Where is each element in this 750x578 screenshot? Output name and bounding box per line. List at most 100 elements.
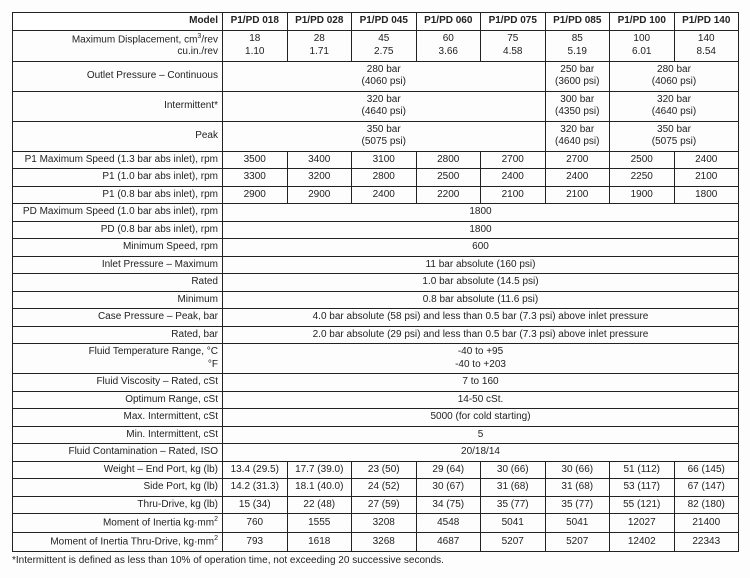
cell: 35 (77) bbox=[545, 496, 610, 514]
cell: 29 (64) bbox=[416, 461, 481, 479]
cell: 320 bar(4640 psi) bbox=[545, 121, 610, 151]
model-col: P1/PD 060 bbox=[416, 13, 481, 31]
cell: 4.0 bar absolute (58 psi) and less than … bbox=[223, 309, 739, 327]
row-visc-opt: Optimum Range, cSt 14-50 cSt. bbox=[13, 391, 739, 409]
row-contam: Fluid Contamination – Rated, ISO 20/18/1… bbox=[13, 444, 739, 462]
cell: 0.8 bar absolute (11.6 psi) bbox=[223, 291, 739, 309]
cell: 2400 bbox=[352, 186, 417, 204]
row-p1-13: P1 Maximum Speed (1.3 bar abs inlet), rp… bbox=[13, 151, 739, 169]
model-col: P1/PD 100 bbox=[610, 13, 675, 31]
cell: 53 (117) bbox=[610, 479, 675, 497]
row-visc-max: Max. Intermittent, cSt 5000 (for cold st… bbox=[13, 409, 739, 427]
cell: 1900 bbox=[610, 186, 675, 204]
cell: 2700 bbox=[545, 151, 610, 169]
cell: 754.58 bbox=[481, 30, 546, 61]
cell: 300 bar(4350 psi) bbox=[545, 91, 610, 121]
cell: 5207 bbox=[481, 533, 546, 552]
cell: 14-50 cSt. bbox=[223, 391, 739, 409]
cell: 2800 bbox=[352, 169, 417, 187]
row-label: Intermittent* bbox=[13, 91, 223, 121]
footnote: *Intermittent is defined as less than 10… bbox=[12, 555, 738, 566]
row-label: Moment of Inertia kg·mm2 bbox=[13, 514, 223, 533]
cell: 12027 bbox=[610, 514, 675, 533]
row-label: Inlet Pressure – Maximum bbox=[13, 256, 223, 274]
row-label: P1 Maximum Speed (1.3 bar abs inlet), rp… bbox=[13, 151, 223, 169]
cell: 793 bbox=[223, 533, 288, 552]
cell: 4548 bbox=[416, 514, 481, 533]
row-label: Maximum Displacement, cm3/revcu.in./rev bbox=[13, 30, 223, 61]
row-label: Minimum Speed, rpm bbox=[13, 239, 223, 257]
model-col: P1/PD 018 bbox=[223, 13, 288, 31]
row-weight-side: Side Port, kg (lb) 14.2 (31.3) 18.1 (40.… bbox=[13, 479, 739, 497]
cell: 320 bar(4640 psi) bbox=[223, 91, 546, 121]
cell: 2400 bbox=[674, 151, 739, 169]
cell: 66 (145) bbox=[674, 461, 739, 479]
row-label: Weight – End Port, kg (lb) bbox=[13, 461, 223, 479]
model-col: P1/PD 140 bbox=[674, 13, 739, 31]
row-label: Thru-Drive, kg (lb) bbox=[13, 496, 223, 514]
cell: 82 (180) bbox=[674, 496, 739, 514]
cell: 2900 bbox=[223, 186, 288, 204]
model-col: P1/PD 085 bbox=[545, 13, 610, 31]
cell: 4687 bbox=[416, 533, 481, 552]
cell: 1618 bbox=[287, 533, 352, 552]
row-label: Outlet Pressure – Continuous bbox=[13, 61, 223, 91]
cell: 760 bbox=[223, 514, 288, 533]
row-outlet-continuous: Outlet Pressure – Continuous 280 bar(406… bbox=[13, 61, 739, 91]
cell: 1555 bbox=[287, 514, 352, 533]
row-weight-thru: Thru-Drive, kg (lb) 15 (34) 22 (48) 27 (… bbox=[13, 496, 739, 514]
cell: 3208 bbox=[352, 514, 417, 533]
row-label: Rated, bar bbox=[13, 326, 223, 344]
cell: 250 bar(3600 psi) bbox=[545, 61, 610, 91]
cell: 2200 bbox=[416, 186, 481, 204]
cell: 181.10 bbox=[223, 30, 288, 61]
cell: 14.2 (31.3) bbox=[223, 479, 288, 497]
cell: 5000 (for cold starting) bbox=[223, 409, 739, 427]
cell: 2100 bbox=[545, 186, 610, 204]
cell: 2700 bbox=[481, 151, 546, 169]
row-label: Rated bbox=[13, 274, 223, 292]
cell: 5041 bbox=[481, 514, 546, 533]
cell: 350 bar(5075 psi) bbox=[223, 121, 546, 151]
cell: 55 (121) bbox=[610, 496, 675, 514]
cell: 2100 bbox=[481, 186, 546, 204]
cell: 2500 bbox=[610, 151, 675, 169]
cell: 27 (59) bbox=[352, 496, 417, 514]
row-pd-08: PD (0.8 bar abs inlet), rpm 1800 bbox=[13, 221, 739, 239]
row-visc-rated: Fluid Viscosity – Rated, cSt 7 to 160 bbox=[13, 374, 739, 392]
cell: 3200 bbox=[287, 169, 352, 187]
row-p1-08: P1 (0.8 bar abs inlet), rpm 2900 2900 24… bbox=[13, 186, 739, 204]
cell: 855.19 bbox=[545, 30, 610, 61]
cell: 2.0 bar absolute (29 psi) and less than … bbox=[223, 326, 739, 344]
row-weight-end: Weight – End Port, kg (lb) 13.4 (29.5) 1… bbox=[13, 461, 739, 479]
row-label: Side Port, kg (lb) bbox=[13, 479, 223, 497]
row-inlet-min: Minimum 0.8 bar absolute (11.6 psi) bbox=[13, 291, 739, 309]
row-peak: Peak 350 bar(5075 psi) 320 bar(4640 psi)… bbox=[13, 121, 739, 151]
cell: 12402 bbox=[610, 533, 675, 552]
row-moi: Moment of Inertia kg·mm2 760 1555 3208 4… bbox=[13, 514, 739, 533]
cell: 24 (52) bbox=[352, 479, 417, 497]
model-label: Model bbox=[13, 13, 223, 31]
cell: 20/18/14 bbox=[223, 444, 739, 462]
cell: 22 (48) bbox=[287, 496, 352, 514]
cell: 23 (50) bbox=[352, 461, 417, 479]
row-p1-10: P1 (1.0 bar abs inlet), rpm 3300 3200 28… bbox=[13, 169, 739, 187]
cell: 35 (77) bbox=[481, 496, 546, 514]
cell: 3400 bbox=[287, 151, 352, 169]
cell: 2400 bbox=[481, 169, 546, 187]
cell: 3100 bbox=[352, 151, 417, 169]
cell: 320 bar(4640 psi) bbox=[610, 91, 739, 121]
row-label: PD (0.8 bar abs inlet), rpm bbox=[13, 221, 223, 239]
cell: 600 bbox=[223, 239, 739, 257]
cell: 2500 bbox=[416, 169, 481, 187]
cell: 22343 bbox=[674, 533, 739, 552]
row-label: PD Maximum Speed (1.0 bar abs inlet), rp… bbox=[13, 204, 223, 222]
cell: 3300 bbox=[223, 169, 288, 187]
cell: 3268 bbox=[352, 533, 417, 552]
cell: 13.4 (29.5) bbox=[223, 461, 288, 479]
model-col: P1/PD 028 bbox=[287, 13, 352, 31]
model-col: P1/PD 075 bbox=[481, 13, 546, 31]
cell: 51 (112) bbox=[610, 461, 675, 479]
cell: 1006.01 bbox=[610, 30, 675, 61]
row-label: Max. Intermittent, cSt bbox=[13, 409, 223, 427]
